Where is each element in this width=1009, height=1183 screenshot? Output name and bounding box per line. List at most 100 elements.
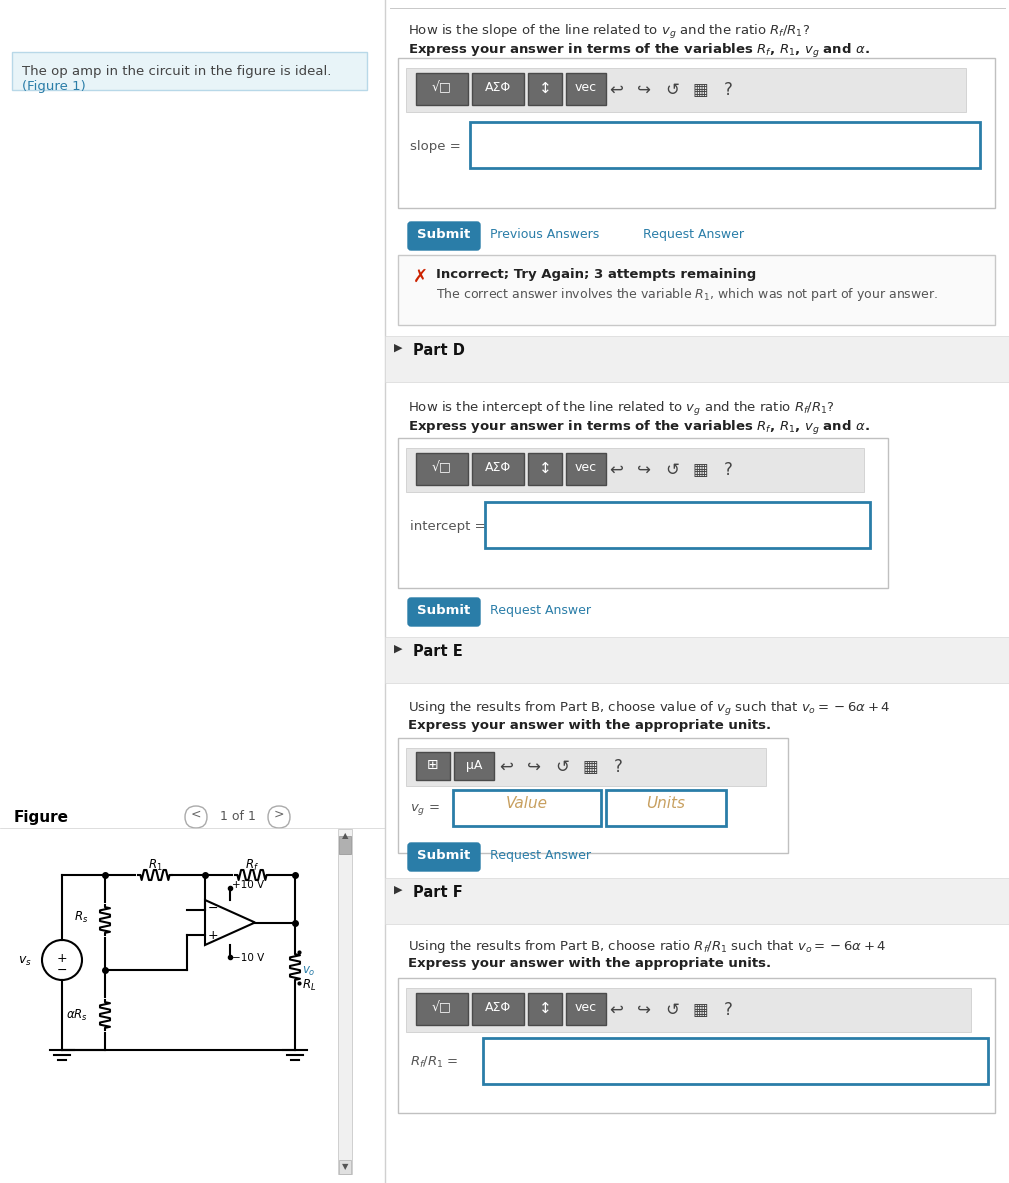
Bar xyxy=(454,752,494,780)
Bar xyxy=(12,52,367,90)
Text: ▦: ▦ xyxy=(692,461,708,479)
Text: +10 V: +10 V xyxy=(232,880,264,890)
Text: vec: vec xyxy=(575,80,597,93)
Text: vec: vec xyxy=(575,1001,597,1014)
Bar xyxy=(485,502,870,548)
Text: Submit: Submit xyxy=(418,605,470,618)
Text: ▼: ▼ xyxy=(342,1162,348,1171)
Text: ↩: ↩ xyxy=(609,461,623,479)
Bar xyxy=(470,122,980,168)
Text: √□: √□ xyxy=(432,80,452,93)
Bar xyxy=(398,58,995,208)
Text: ▶: ▶ xyxy=(394,885,403,896)
FancyBboxPatch shape xyxy=(268,806,290,828)
Text: ΑΣΦ: ΑΣΦ xyxy=(485,1001,512,1014)
Text: Request Answer: Request Answer xyxy=(490,605,591,618)
Text: Value: Value xyxy=(506,796,548,812)
Text: Using the results from Part B, choose ratio $R_f/R_1$ such that $v_o = -6\alpha : Using the results from Part B, choose ra… xyxy=(408,938,887,955)
FancyBboxPatch shape xyxy=(185,806,207,828)
Text: ▦: ▦ xyxy=(692,1001,708,1019)
Bar xyxy=(566,993,606,1024)
Text: ↪: ↪ xyxy=(637,461,651,479)
Bar xyxy=(528,73,562,105)
Text: Express your answer with the appropriate units.: Express your answer with the appropriate… xyxy=(408,957,771,970)
Text: Part E: Part E xyxy=(413,644,463,659)
Text: Units: Units xyxy=(647,796,685,812)
Text: Previous Answers: Previous Answers xyxy=(490,228,599,241)
Text: Using the results from Part B, choose value of $v_g$ such that $v_o = -6\alpha +: Using the results from Part B, choose va… xyxy=(408,700,891,718)
Text: ?: ? xyxy=(613,758,623,776)
Text: intercept =: intercept = xyxy=(410,521,485,534)
Text: ↺: ↺ xyxy=(555,758,569,776)
FancyBboxPatch shape xyxy=(408,843,480,871)
Text: >: > xyxy=(273,808,285,821)
Text: Submit: Submit xyxy=(418,849,470,862)
Bar xyxy=(406,67,966,112)
Bar xyxy=(339,1161,351,1174)
Bar xyxy=(406,988,971,1032)
Text: $R_s$: $R_s$ xyxy=(74,910,88,925)
Bar xyxy=(472,993,524,1024)
Text: 1 of 1: 1 of 1 xyxy=(220,810,256,823)
Text: ▦: ▦ xyxy=(692,80,708,99)
Text: The op amp in the circuit in the figure is ideal.: The op amp in the circuit in the figure … xyxy=(22,65,331,78)
Text: Part D: Part D xyxy=(413,343,465,358)
Bar xyxy=(385,636,1009,683)
Text: ↺: ↺ xyxy=(665,80,679,99)
Bar xyxy=(385,0,1009,1183)
Text: ?: ? xyxy=(723,80,733,99)
Text: ✗: ✗ xyxy=(413,269,428,286)
Text: $R_f/R_1$ =: $R_f/R_1$ = xyxy=(410,1055,458,1071)
Text: Submit: Submit xyxy=(418,228,470,241)
Bar xyxy=(385,336,1009,382)
Text: Request Answer: Request Answer xyxy=(643,228,744,241)
Text: $v_s$: $v_s$ xyxy=(18,955,32,968)
Text: ↩: ↩ xyxy=(609,80,623,99)
Text: ↺: ↺ xyxy=(665,461,679,479)
Bar xyxy=(528,993,562,1024)
Text: Express your answer with the appropriate units.: Express your answer with the appropriate… xyxy=(408,719,771,732)
Text: Part F: Part F xyxy=(413,885,463,900)
Text: ↕: ↕ xyxy=(539,1001,551,1016)
Bar xyxy=(528,453,562,485)
Text: √□: √□ xyxy=(432,1001,452,1014)
Bar xyxy=(566,73,606,105)
Text: $v_g$ =: $v_g$ = xyxy=(410,802,440,817)
Text: <: < xyxy=(191,808,201,821)
Text: −: − xyxy=(57,964,68,977)
Text: How is the intercept of the line related to $v_g$ and the ratio $R_f/R_1$?: How is the intercept of the line related… xyxy=(408,400,834,418)
Text: ↕: ↕ xyxy=(539,80,551,96)
Text: The correct answer involves the variable $R_1$, which was not part of your answe: The correct answer involves the variable… xyxy=(436,286,938,303)
Bar xyxy=(416,993,468,1024)
Text: −: − xyxy=(208,901,219,914)
Text: ▶: ▶ xyxy=(394,644,403,654)
Text: +: + xyxy=(57,952,68,965)
Text: +: + xyxy=(208,929,219,942)
Text: ↩: ↩ xyxy=(499,758,513,776)
Bar xyxy=(398,438,888,588)
Bar xyxy=(483,1037,988,1084)
Text: slope =: slope = xyxy=(410,140,461,153)
Bar xyxy=(453,790,601,826)
FancyBboxPatch shape xyxy=(408,222,480,250)
Text: ⊞: ⊞ xyxy=(427,758,439,772)
Text: ↪: ↪ xyxy=(637,1001,651,1019)
Bar xyxy=(416,453,468,485)
Bar xyxy=(385,878,1009,924)
Bar xyxy=(398,738,788,853)
Text: Express your answer in terms of the variables $R_f$, $R_1$, $v_g$ and $\alpha$.: Express your answer in terms of the vari… xyxy=(408,419,870,437)
Text: ↪: ↪ xyxy=(527,758,541,776)
Text: (Figure 1): (Figure 1) xyxy=(22,80,86,93)
Text: Request Answer: Request Answer xyxy=(490,849,591,862)
Text: ▲: ▲ xyxy=(342,830,348,840)
Text: ▦: ▦ xyxy=(582,758,598,776)
Bar xyxy=(472,73,524,105)
Text: ▶: ▶ xyxy=(394,343,403,353)
Text: ↪: ↪ xyxy=(637,80,651,99)
Bar xyxy=(0,0,385,1183)
Bar xyxy=(398,256,995,325)
Text: ΑΣΦ: ΑΣΦ xyxy=(485,80,512,93)
Bar xyxy=(339,836,351,854)
Text: ↕: ↕ xyxy=(539,461,551,476)
FancyBboxPatch shape xyxy=(408,597,480,626)
